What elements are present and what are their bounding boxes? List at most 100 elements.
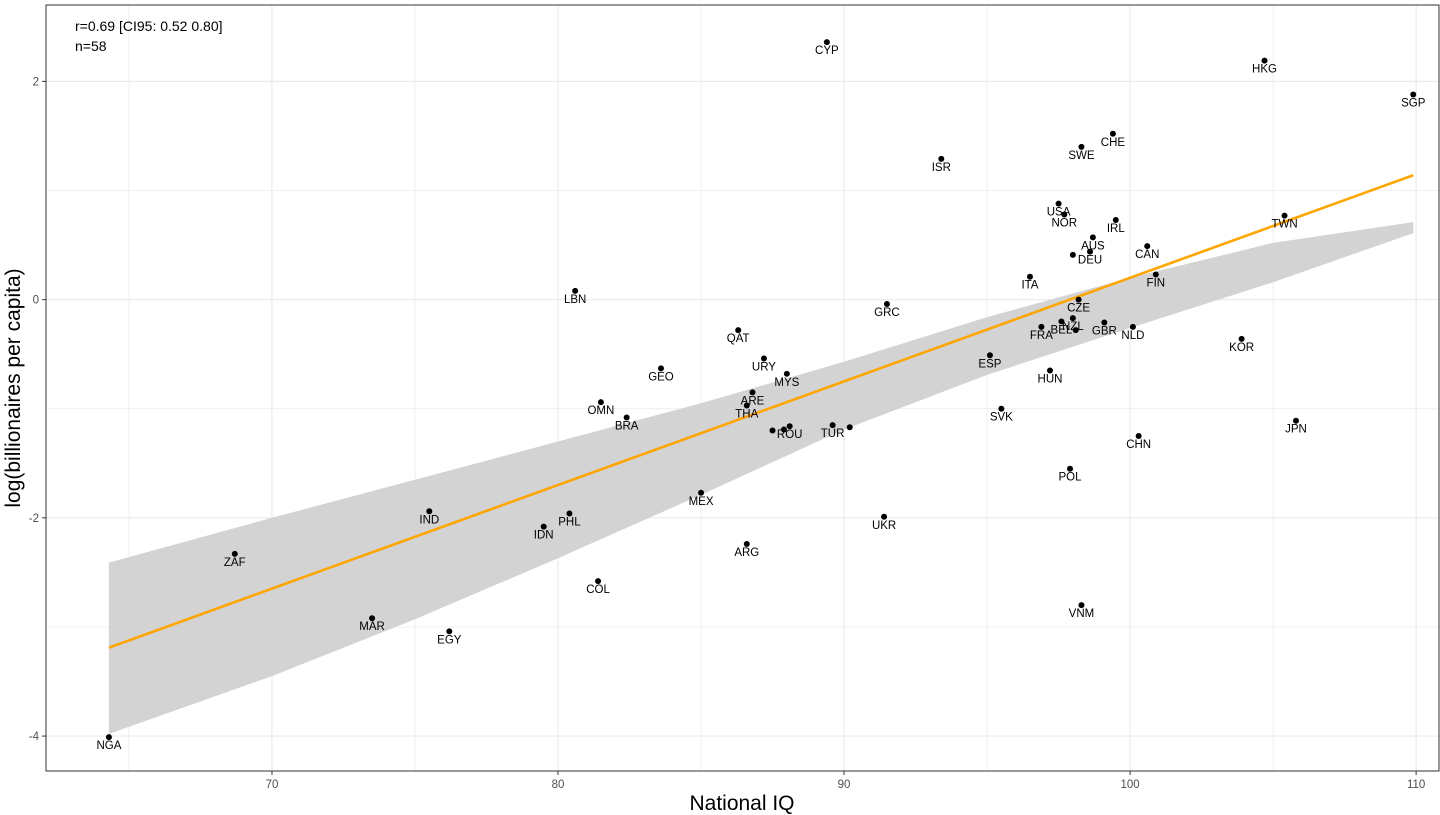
confidence-band [108,222,1414,734]
x-tick-label: 80 [552,779,565,791]
point-label-mys: MYS [774,377,799,389]
point-label-jpn: JPN [1285,424,1307,436]
point-label-are: ARE [741,395,765,407]
point-label-esp: ESP [978,358,1001,370]
point-pol [1067,465,1074,472]
point-label-nga: NGA [96,740,121,752]
point-label-phl: PHL [558,516,581,528]
point-unlabeled-37 [1069,251,1076,258]
point-label-bel: BEL [1051,324,1073,336]
point-label-ury: URY [752,362,776,374]
annotation-sample-size: n=58 [75,38,107,54]
data-points [105,39,1417,741]
point-unlabeled-39 [1072,327,1079,334]
point-label-lbn: LBN [564,294,586,306]
point-hun [1046,367,1053,374]
point-label-irl: IRL [1107,223,1126,235]
regression-line [108,173,1414,649]
point-jpn [1292,417,1299,424]
point-grc [883,300,890,307]
point-irl [1112,216,1119,223]
point-nga [105,734,112,741]
point-label-kor: KOR [1229,342,1254,354]
point-ury [760,355,767,362]
point-label-chn: CHN [1126,439,1151,451]
point-arg [743,541,750,548]
point-are [749,389,756,396]
point-sgp [1410,91,1417,98]
minor-gridlines [46,5,1439,771]
point-label-col: COL [586,584,610,596]
x-axis-ticks: 70 80 90 100 110 [266,771,1425,791]
point-ukr [881,513,888,520]
y-tick-label: -2 [29,513,39,525]
point-nzl [1069,315,1076,322]
point-fin [1152,271,1159,278]
point-idn [540,523,547,530]
point-mex [698,489,705,496]
point-svk [998,405,1005,412]
panel-border [45,4,1440,772]
point-label-gbr: GBR [1092,326,1117,338]
point-omn [597,399,604,406]
point-label-fin: FIN [1147,278,1166,290]
point-label-idn: IDN [534,530,554,542]
point-label-fra: FRA [1030,330,1053,342]
point-label-omn: OMN [587,405,614,417]
point-mys [783,370,790,377]
point-unlabeled-18 [769,427,776,434]
point-vnm [1078,602,1085,609]
point-kor [1238,335,1245,342]
point-label-tur: TUR [821,428,845,440]
point-label-nor: NOR [1052,218,1078,230]
point-cyp [823,39,830,46]
x-tick-label: 110 [1407,779,1425,791]
point-label-ukr: UKR [872,520,896,532]
point-label-twn: TWN [1271,219,1297,231]
point-tur [829,422,836,429]
point-label-isr: ISR [932,162,951,174]
point-chn [1135,433,1142,440]
point-label-tha: THA [735,408,758,420]
point-label-can: CAN [1135,249,1159,261]
point-zaf [231,550,238,557]
point-label-mex: MEX [689,496,714,508]
point-phl [566,510,573,517]
x-tick-label: 100 [1120,779,1139,791]
point-unlabeled-24 [846,424,853,431]
point-fra [1038,323,1045,330]
point-label-vnm: VNM [1069,608,1095,620]
point-label-usa: USA [1047,207,1071,219]
point-label-arg: ARG [734,547,759,559]
point-label-cyp: CYP [815,45,839,57]
point-cze [1075,296,1082,303]
point-geo [657,365,664,372]
point-label-pol: POL [1059,472,1083,484]
y-tick-label: -4 [29,731,40,743]
y-tick-label: 2 [33,76,39,88]
point-label-ita: ITA [1021,280,1038,292]
x-axis-title: National IQ [689,792,794,815]
point-egy [446,628,453,635]
point-label-bra: BRA [615,420,639,432]
y-tick-label: 0 [33,295,39,307]
point-label-svk: SVK [990,412,1013,424]
point-usa [1055,200,1062,207]
point-label-cze: CZE [1067,303,1090,315]
point-twn [1281,212,1288,219]
point-gbr [1101,319,1108,326]
point-can [1144,243,1151,250]
point-ind [426,508,433,515]
y-axis-ticks: -4 -2 0 2 [29,76,46,743]
point-label-che: CHE [1101,137,1126,149]
point-label-hkg: HKG [1252,64,1277,76]
point-label-egy: EGY [437,634,462,646]
point-tha [743,402,750,409]
point-label-geo: GEO [648,371,674,383]
x-tick-label: 70 [266,779,279,791]
point-bel [1058,318,1065,325]
point-ita [1026,273,1033,280]
point-label-swe: SWE [1068,150,1095,162]
